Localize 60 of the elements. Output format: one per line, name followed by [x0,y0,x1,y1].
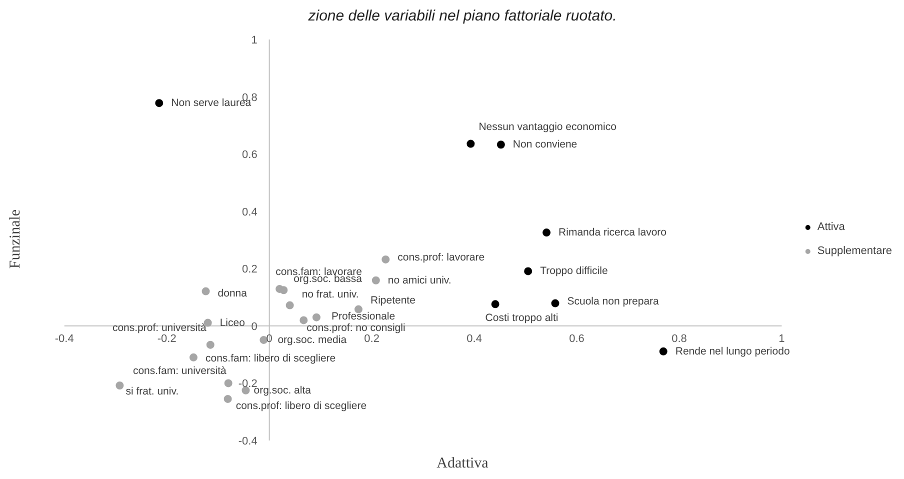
annotation: Scuola non prepara [567,295,660,308]
annotation: cons.fam: università [132,365,226,378]
point [372,276,380,284]
point [382,255,390,264]
annotation: org.soc. media [278,334,347,346]
point [202,287,210,296]
annotation: Rimanda ricerca lavoro [558,226,667,239]
annotation: si frat. univ. [126,385,179,398]
annotation: Liceo [220,316,246,329]
annotation: Rende nel lungo periodo [675,345,790,358]
point [524,267,532,276]
annotation: cons.prof: no consigli [306,322,406,334]
y-tick-label: 1 [251,34,258,47]
point [280,286,288,294]
point [496,140,505,149]
x-tick-label: -0.2 [157,332,176,345]
annotation: Ripetente [370,294,416,306]
x-tick-label: 0.2 [364,332,380,345]
point [551,299,560,308]
y-tick-label: -0.4 [238,435,258,448]
point [300,316,308,324]
x-tick-label: -0.4 [54,332,74,345]
annotation: Non conviene [512,138,578,151]
point [466,140,475,148]
annotation: cons.fam: libero di scegliere [205,352,336,364]
point [116,382,124,390]
y-tick-label: 0.4 [242,206,258,218]
point [286,301,294,310]
legend-label: Supplementare [817,244,892,256]
point [659,347,668,356]
y-tick-label: 0 [251,320,258,333]
point [224,379,232,388]
point [491,300,500,308]
annotation: no frat. univ. [302,288,359,300]
point [155,99,164,108]
x-axis-title: Adattiva [436,456,489,472]
annotation: Nessun vantaggio economico [478,120,617,133]
chart-title: zione delle variabili nel piano fattoriale ruotato. [307,8,617,24]
point [542,228,551,237]
annotation: no amici univ. [388,274,452,286]
annotation: Professionale [331,310,396,322]
legend-label: Attiva [817,220,845,232]
point [189,353,198,362]
annotation: donna [218,287,248,300]
point [206,340,214,349]
annotation: cons.prof: libero di scegliere [236,400,367,412]
annotation: Costi troppo alti [485,312,558,324]
y-tick-label: 0.6 [242,149,258,162]
point [312,313,320,322]
x-tick-label: 0.8 [672,332,687,345]
x-tick-label: 0 [266,332,272,345]
point [224,394,232,403]
x-tick-label: 0.4 [466,332,482,345]
x-tick-label: 0.6 [569,332,584,345]
x-tick-label: 1 [778,332,785,345]
annotation: cons.prof: lavorare [398,251,485,264]
annotation: cons.prof: università [112,322,207,334]
y-axis-title: Funzinale [8,209,24,269]
y-tick-label: 0.2 [242,264,258,276]
annotation: Troppo difficile [540,265,608,278]
